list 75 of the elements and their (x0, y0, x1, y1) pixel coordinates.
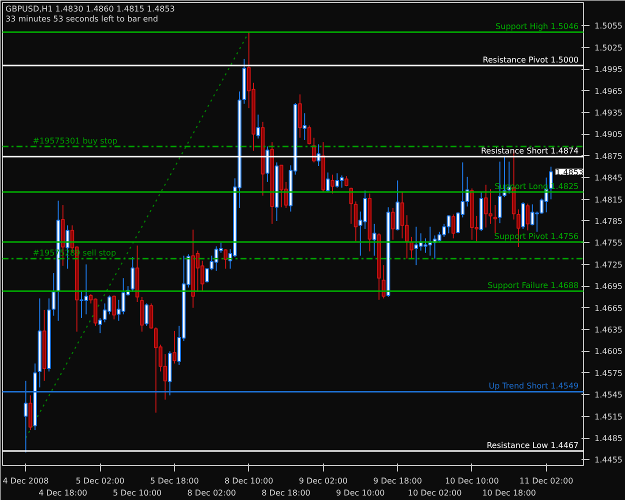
x-tick-label: 10 Dec 18:00 (482, 488, 536, 498)
y-tick-label: 1.4845 (594, 174, 622, 183)
ref-line-label: Support Failure 1.4688 (488, 281, 579, 290)
candlestick (307, 124, 312, 145)
candlestick (335, 172, 340, 188)
ref-line-label: Support High 1.5046 (496, 22, 579, 32)
candlestick (372, 223, 376, 256)
candlestick (354, 200, 358, 242)
y-tick-label: 1.4875 (594, 152, 622, 161)
candlestick (340, 174, 344, 188)
x-tick-label: 5 Dec 18:00 (150, 476, 199, 486)
candlestick (410, 236, 414, 260)
ref-line-label: Resistance Pivot 1.5000 (482, 55, 579, 64)
y-tick-label: 1.4605 (594, 347, 622, 356)
candlestick (391, 207, 395, 240)
candlestick (326, 172, 330, 193)
y-tick-label: 1.4515 (594, 412, 622, 422)
x-tick-label: 4 Dec 18:00 (38, 488, 88, 498)
x-tick-label: 9 Dec 18:00 (373, 476, 422, 486)
y-tick-label: 1.4815 (594, 195, 622, 204)
text: 1.4853 (556, 168, 584, 177)
y-tick-label: 1.4755 (594, 238, 622, 248)
candlestick (224, 248, 228, 270)
candlestick (130, 256, 135, 292)
x-tick-label: 11 Dec 02:00 (519, 476, 574, 486)
y-tick-label: 1.4785 (594, 216, 622, 226)
candlestick (172, 330, 176, 364)
candlestick (382, 264, 386, 299)
candlestick (98, 317, 102, 334)
x-tick-label: 5 Dec 10:00 (112, 488, 162, 498)
y-tick-label: 1.5055 (594, 22, 622, 31)
candlestick (344, 176, 348, 187)
candlestick (521, 202, 525, 230)
y-tick-label: 1.4995 (594, 65, 622, 74)
y-tick-label: 1.4455 (594, 456, 622, 465)
y-tick-label: 1.5025 (594, 43, 622, 52)
candlestick (414, 226, 418, 266)
y-tick-label: 1.4575 (594, 368, 622, 378)
y-tick-label: 1.4965 (594, 86, 622, 96)
candlestick (526, 203, 530, 231)
y-tick-label: 1.4725 (594, 260, 622, 270)
candlestick (349, 187, 353, 224)
chart-title: GBPUSD,H1 1.4830 1.4860 1.4815 1.4853 (6, 4, 175, 14)
ref-line-label: Up Trend Short 1.4549 (488, 382, 579, 391)
x-tick-label: 9 Dec 02:00 (298, 476, 348, 486)
candlestick (298, 94, 302, 138)
x-tick-label: 9 Dec 10:00 (336, 488, 385, 498)
candlestick (256, 114, 260, 140)
candlestick (493, 204, 498, 234)
x-tick-label: 8 Dec 10:00 (224, 476, 274, 486)
y-tick-label: 1.4905 (594, 130, 622, 140)
candlestick (28, 394, 32, 431)
ref-line-label: Resistance Low 1.4467 (486, 441, 579, 450)
x-tick-label: 4 Dec 2008 (2, 476, 49, 486)
ref-line-label: Resistance Short 1.4874 (480, 146, 579, 156)
candlestick (451, 214, 456, 239)
y-tick-label: 1.4635 (594, 325, 622, 334)
candlestick (52, 272, 56, 316)
candlestick (149, 302, 154, 330)
x-tick-label: 5 Dec 02:00 (76, 476, 124, 486)
candlestick (144, 302, 148, 326)
y-tick-label: 1.4665 (594, 304, 622, 313)
text: 33 minutes 53 seconds left to bar end (6, 14, 158, 24)
y-tick-label: 1.4545 (594, 390, 622, 400)
candlestick (112, 294, 116, 320)
ref-line-label: #19575301 buy stop (32, 136, 118, 146)
candlestick (330, 174, 334, 194)
y-tick-label: 1.4695 (594, 282, 622, 292)
x-tick-label: 8 Dec 02:00 (187, 488, 236, 498)
x-tick-label: 8 Dec 18:00 (262, 488, 310, 498)
x-tick-label: 10 Dec 02:00 (408, 488, 462, 498)
candlestick (302, 112, 307, 140)
y-tick-label: 1.4935 (594, 108, 622, 118)
x-tick-label: 10 Dec 10:00 (445, 476, 499, 486)
y-tick-label: 1.4485 (594, 434, 622, 444)
